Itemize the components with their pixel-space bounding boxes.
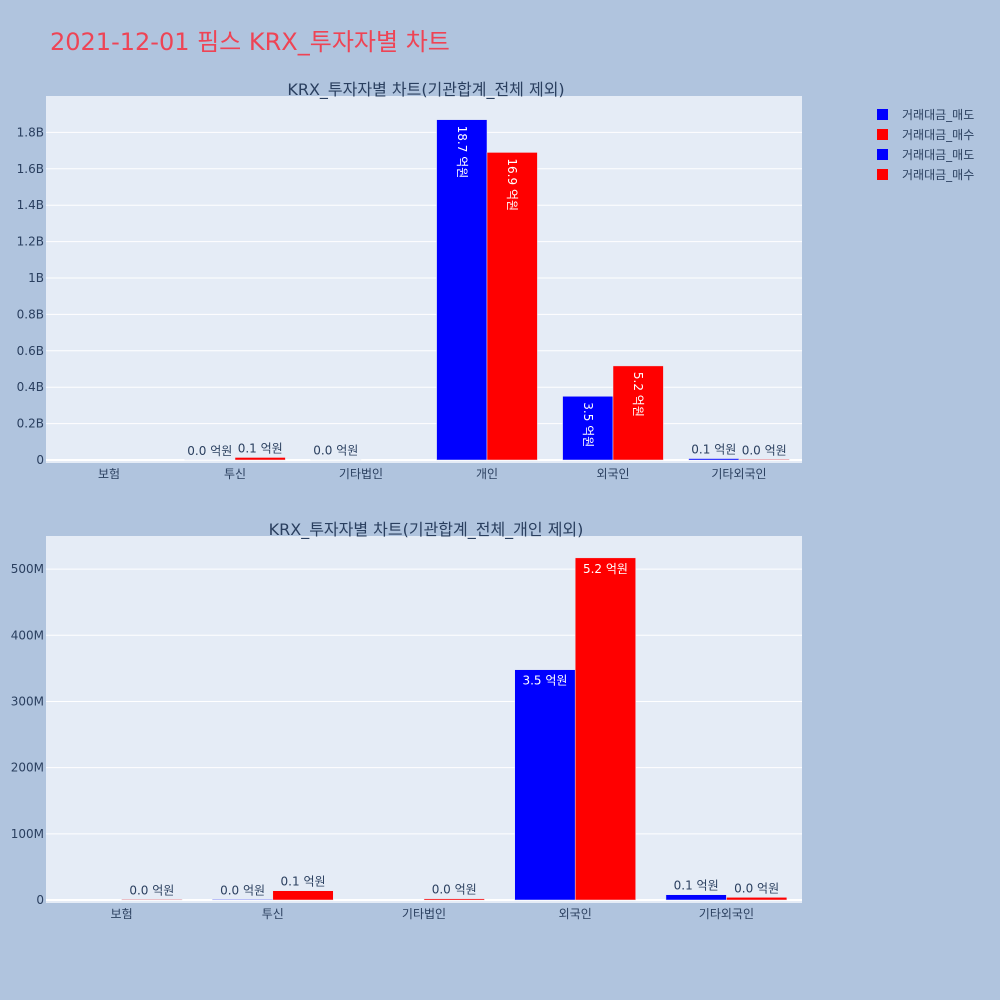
data-label: 0.0 억원 <box>220 883 265 897</box>
y-tick-label: 1.2B <box>17 235 44 249</box>
bar <box>234 457 286 461</box>
data-label: 5.2 억원 <box>631 372 645 417</box>
y-tick-label: 500M <box>11 562 44 576</box>
x-tick-label: 투신 <box>224 467 246 481</box>
x-tick-label: 기타외국인 <box>711 467 766 481</box>
y-tick-label: 100M <box>11 827 44 841</box>
bar <box>436 119 488 461</box>
legend-swatch <box>877 169 888 180</box>
page-title: 2021-12-01 핌스 KRX_투자자별 차트 <box>50 28 450 56</box>
y-tick-label: 300M <box>11 694 44 708</box>
y-tick-label: 200M <box>11 761 44 775</box>
y-tick-label: 1.4B <box>17 198 44 212</box>
chart-title: KRX_투자자별 차트(기관합계_전체 제외) <box>287 80 564 100</box>
data-label: 0.0 억원 <box>432 883 477 897</box>
data-label: 0.0 억원 <box>129 883 174 897</box>
data-label: 0.0 억원 <box>187 444 232 458</box>
x-tick-label: 외국인 <box>559 907 592 921</box>
x-tick-label: 보험 <box>111 907 133 921</box>
data-label: 0.1 억원 <box>281 875 326 889</box>
legend-item-label[interactable]: 거래대금_매도 <box>902 148 974 162</box>
plot-area <box>46 536 802 903</box>
x-tick-label: 투신 <box>262 907 284 921</box>
bar <box>612 365 664 461</box>
data-label: 3.5 억원 <box>581 402 595 447</box>
y-tick-label: 0.2B <box>17 417 44 431</box>
legend-swatch <box>877 129 888 140</box>
y-tick-label: 0.8B <box>17 307 44 321</box>
bar <box>272 890 334 901</box>
data-label: 0.1 억원 <box>674 879 719 893</box>
x-tick-label: 기타법인 <box>402 907 446 921</box>
bar <box>665 894 727 901</box>
plot-area <box>46 96 802 463</box>
x-tick-label: 외국인 <box>596 467 629 481</box>
bar <box>212 899 274 901</box>
x-tick-label: 개인 <box>476 467 498 481</box>
legend-swatch <box>877 109 888 120</box>
data-label: 0.0 억원 <box>313 444 358 458</box>
data-label: 18.7 억원 <box>455 126 469 179</box>
y-tick-label: 0.4B <box>17 380 44 394</box>
y-tick-label: 0 <box>36 453 44 467</box>
legend-item-label[interactable]: 거래대금_매수 <box>902 168 974 182</box>
data-label: 0.0 억원 <box>742 443 787 457</box>
y-tick-label: 0 <box>36 893 44 907</box>
data-label: 3.5 억원 <box>522 674 567 688</box>
chart-upper: 0 0.2B 0.4B 0.6B 0.8B 1B 1.2B 1.4B 1.6B 1.8B KRX_투… <box>17 80 802 481</box>
legend-item-label[interactable]: 거래대금_매도 <box>902 108 974 122</box>
y-tick-label: 0.6B <box>17 344 44 358</box>
bar <box>688 458 740 461</box>
x-tick-label: 기타외국인 <box>699 907 754 921</box>
legend-item-label[interactable]: 거래대금_매수 <box>902 128 974 142</box>
bar <box>738 459 790 461</box>
bar <box>423 898 485 901</box>
chart-lower: 0 100M 200M 300M 400M 500M KRX_투자자별 차트(기관합계_전체… <box>11 520 802 921</box>
data-label: 0.0 억원 <box>734 881 779 895</box>
legend-swatch <box>877 149 888 160</box>
y-tick-label: 1.8B <box>17 125 44 139</box>
bar <box>486 152 538 461</box>
bar <box>121 899 183 901</box>
bar <box>562 396 614 461</box>
bar <box>726 897 788 901</box>
data-label: 0.1 억원 <box>691 443 736 457</box>
bar <box>574 557 636 901</box>
data-label: 16.9 억원 <box>505 158 519 211</box>
bar <box>514 669 576 901</box>
chart-title: KRX_투자자별 차트(기관합계_전체_개인 제외) <box>269 520 584 540</box>
y-tick-label: 400M <box>11 628 44 642</box>
x-tick-label: 보험 <box>98 467 120 481</box>
data-label: 0.1 억원 <box>238 441 283 455</box>
y-tick-label: 1B <box>28 271 44 285</box>
data-label: 5.2 억원 <box>583 562 628 576</box>
y-tick-label: 1.6B <box>17 162 44 176</box>
x-tick-label: 기타법인 <box>339 467 383 481</box>
